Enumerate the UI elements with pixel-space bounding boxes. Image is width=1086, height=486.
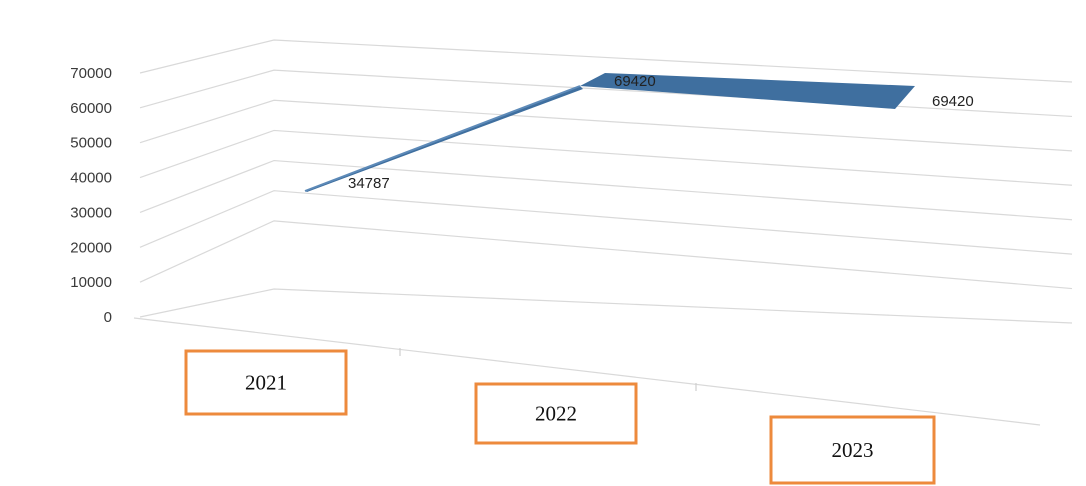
gridline: [139, 288, 1073, 324]
data-label: 34787: [348, 175, 390, 192]
gridline: [139, 190, 1073, 255]
gridline: [139, 99, 1073, 152]
series-segment-2022-2023: [580, 73, 915, 109]
data-labels: 34787 69420 69420: [348, 73, 974, 192]
y-tick-label: 20000: [70, 239, 112, 256]
y-tick-label: 0: [104, 309, 112, 326]
category-label-box: 2021: [184, 349, 348, 416]
y-tick-label: 40000: [70, 170, 112, 187]
gridline: [139, 39, 1073, 83]
category-label-box: 2023: [769, 415, 936, 485]
y-tick-label: 70000: [70, 65, 112, 82]
y-tick-label: 10000: [70, 274, 112, 291]
y-axis-tick-labels: 0 10000 20000 30000 40000 50000 60000 70000: [70, 65, 112, 326]
y-tick-label: 50000: [70, 135, 112, 152]
category-label: 2023: [832, 438, 874, 462]
data-label: 69420: [932, 93, 974, 110]
category-label: 2022: [535, 402, 577, 426]
y-tick-label: 60000: [70, 100, 112, 117]
category-box-border: [184, 349, 348, 416]
category-box-border: [474, 382, 638, 445]
category-label-box: 2022: [474, 382, 638, 445]
data-label: 69420: [614, 73, 656, 90]
series-line-2021-2022: [304, 85, 581, 192]
y-tick-label: 30000: [70, 204, 112, 221]
category-label: 2021: [245, 371, 287, 395]
category-labels: 2021 2022 2023: [184, 349, 936, 485]
series-ribbon: [304, 73, 915, 192]
gridlines: [133, 39, 1073, 426]
gridline: [139, 159, 1073, 221]
gridline: [139, 220, 1073, 290]
category-axis-line: [133, 317, 1041, 426]
gridline: [139, 129, 1073, 186]
category-box-border: [769, 415, 936, 485]
